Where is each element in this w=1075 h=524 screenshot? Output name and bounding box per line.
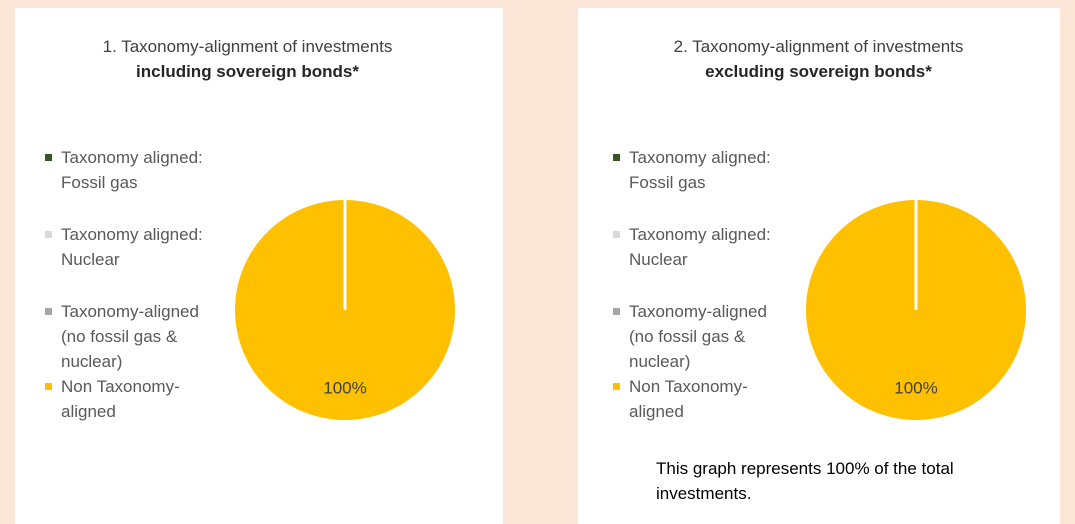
legend-swatch <box>45 383 52 390</box>
data-label: 100% <box>894 379 937 398</box>
legend-label: Taxonomy aligned: Fossil gas <box>629 148 771 192</box>
legend-swatch <box>45 154 52 161</box>
legend-label: Taxonomy aligned: Nuclear <box>61 225 203 269</box>
title-text: 1. Taxonomy-alignment of investments <box>102 37 393 56</box>
subtitle: excluding sovereign bonds* <box>705 62 932 81</box>
legend-swatch <box>613 383 620 390</box>
legend-swatch <box>613 231 620 238</box>
data-label: 100% <box>323 379 366 398</box>
note: This graph represents 100% of the total … <box>656 459 954 503</box>
legend-item: Taxonomy aligned: Fossil gas <box>45 145 210 195</box>
legend-swatch <box>45 308 52 315</box>
pie-chart: 100% <box>235 200 455 420</box>
legend-item: Taxonomy-aligned (no fossil gas & nuclea… <box>613 299 778 374</box>
legend: Taxonomy aligned: Fossil gas Taxonomy ali… <box>613 145 778 424</box>
legend-item: Taxonomy aligned: Nuclear <box>45 222 210 272</box>
legend-item: Non Taxonomy-aligned <box>45 374 210 424</box>
chart-title: 2. Taxonomy-alignment of investments excl… <box>578 34 1059 84</box>
title-text: 2. Taxonomy-alignment of investments <box>673 37 964 56</box>
legend-item: Taxonomy aligned: Fossil gas <box>613 145 778 195</box>
chart-title: 1. Taxonomy-alignment of investments incl… <box>15 34 480 84</box>
legend-label: Non Taxonomy-aligned <box>629 377 748 421</box>
chart-panel: 100% 1. Taxonomy-alignment of investments… <box>15 8 503 524</box>
legend-item: Taxonomy-aligned (no fossil gas & nuclea… <box>45 299 210 374</box>
legend-label: Taxonomy-aligned (no fossil gas & nuclea… <box>61 302 199 371</box>
legend-label: Taxonomy aligned: Nuclear <box>629 225 771 269</box>
pie-chart: 100% <box>806 200 1026 420</box>
legend-item: Taxonomy aligned: Nuclear <box>613 222 778 272</box>
legend-label: Taxonomy aligned: Fossil gas <box>61 148 203 192</box>
subtitle: including sovereign bonds* <box>136 62 359 81</box>
legend-swatch <box>613 154 620 161</box>
legend-item: Non Taxonomy-aligned <box>613 374 778 424</box>
legend: Taxonomy aligned: Fossil gas Taxonomy ali… <box>45 145 210 424</box>
legend-swatch <box>613 308 620 315</box>
legend-label: Non Taxonomy-aligned <box>61 377 180 421</box>
legend-label: Taxonomy-aligned (no fossil gas & nuclea… <box>629 302 767 371</box>
legend-swatch <box>45 231 52 238</box>
chart-panel: 100% 2. Taxonomy-alignment of investments… <box>578 8 1060 524</box>
